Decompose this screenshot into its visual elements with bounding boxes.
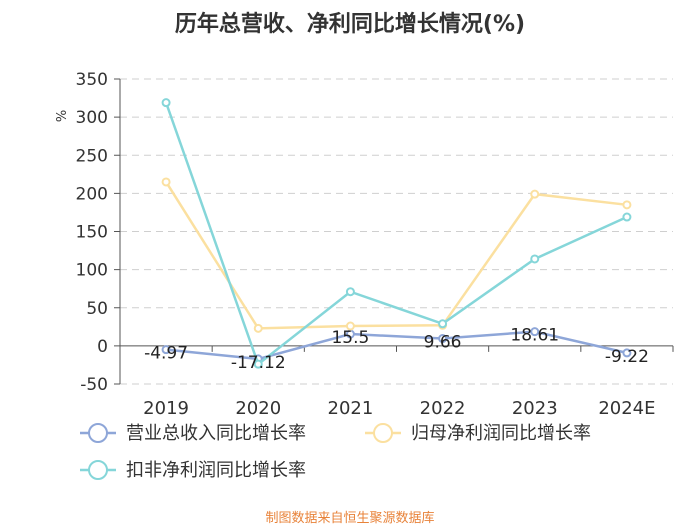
legend-marker [88, 460, 108, 480]
y-tick-label: 200 [76, 184, 108, 204]
y-tick-label: 50 [86, 299, 108, 319]
data-label: 18.61 [510, 326, 559, 346]
data-point [622, 200, 632, 210]
y-tick-label: 350 [76, 70, 108, 90]
series-line-1 [165, 181, 628, 330]
y-tick-label: 250 [76, 146, 108, 166]
x-tick-label: 2019 [143, 398, 189, 419]
y-tick-label: 0 [97, 337, 108, 357]
data-label: -17.12 [231, 353, 286, 373]
data-point [622, 348, 632, 358]
data-label: 9.66 [424, 333, 462, 353]
data-labels: -4.97 -17.12 15.5 9.66 18.61 -9.22 [144, 326, 649, 373]
y-tick-label: 300 [76, 108, 108, 128]
data-label: 15.5 [331, 328, 369, 348]
data-point [622, 212, 632, 222]
data-point [345, 287, 355, 297]
x-tick-label: 2021 [328, 398, 374, 419]
data-label: -4.97 [144, 344, 188, 364]
data-point [438, 319, 448, 329]
data-point [253, 359, 263, 369]
legend-label: 扣非净利润同比增长率 [126, 460, 306, 481]
x-tick-label: 2024E [598, 398, 655, 419]
y-tick-label: 100 [76, 261, 108, 281]
data-point [530, 327, 540, 337]
data-point [161, 98, 171, 108]
data-point [161, 177, 171, 187]
data-point [345, 321, 355, 331]
data-point [530, 254, 540, 264]
grid-lines [120, 78, 673, 385]
data-label: -9.22 [605, 347, 649, 367]
data-point [161, 345, 171, 355]
data-point [438, 334, 448, 344]
y-tick-label: -50 [80, 375, 108, 395]
data-point [530, 189, 540, 199]
source-note: 制图数据来自恒生聚源数据库 [265, 511, 435, 526]
data-point [345, 329, 355, 339]
axes: -50 0 50 100 150 200 250 300 350% 2019 2020 2021 202… [55, 70, 674, 419]
x-tick-label: 2020 [235, 398, 281, 419]
y-tick-label: 150 [76, 223, 108, 243]
series-lines [161, 98, 632, 369]
legend-marker [88, 423, 108, 443]
legend-marker [373, 423, 393, 443]
legend-label: 营业总收入同比增长率 [126, 423, 306, 444]
series-line-2 [164, 102, 628, 367]
x-tick-label: 2023 [512, 398, 558, 419]
y-axis-label: % [55, 110, 70, 122]
chart-title: 历年总营收、净利同比增长情况(%) [174, 12, 526, 37]
x-tick-label: 2022 [420, 398, 466, 419]
legend-label: 归母净利润同比增长率 [411, 423, 591, 444]
series-line-0 [165, 330, 628, 361]
data-point [253, 323, 263, 333]
